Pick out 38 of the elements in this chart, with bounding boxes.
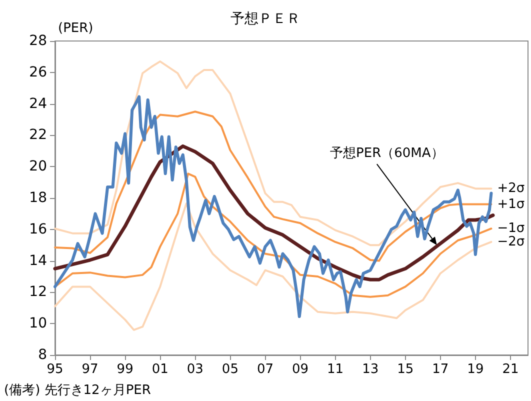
x-tick-label: 07 — [256, 362, 274, 377]
y-tick-label: 18 — [29, 190, 47, 206]
line-series — [54, 60, 492, 246]
series-label: −1σ — [497, 221, 525, 236]
series-label: +1σ — [497, 196, 525, 212]
y-tick-label: 14 — [29, 252, 48, 269]
x-tick-label: 11 — [327, 362, 344, 377]
x-tick-label: 95 — [46, 362, 64, 377]
y-tick-label: 12 — [29, 284, 47, 300]
y-tick-label: 10 — [29, 316, 47, 332]
x-tick-label: 21 — [502, 362, 519, 377]
y-tick-label: 8 — [38, 347, 47, 363]
line-series — [53, 144, 495, 282]
series-label: +2σ — [497, 181, 525, 196]
line-series — [54, 95, 493, 318]
x-tick-label: 01 — [152, 362, 168, 377]
x-tick-label: 97 — [82, 362, 98, 377]
x-tick-label: 03 — [186, 362, 204, 377]
y-tick-label: 16 — [29, 221, 48, 238]
y-tick-label: 24 — [29, 96, 48, 112]
x-tick-label: 99 — [116, 362, 134, 377]
x-tick-label: 19 — [467, 362, 484, 377]
series-label: −2σ — [497, 234, 525, 250]
x-tick-label: 17 — [432, 362, 449, 377]
line-series — [54, 110, 492, 262]
y-axis-title: (PER) — [58, 21, 94, 36]
x-tick-label: 09 — [292, 362, 309, 377]
annotation: 予想PER（60MA） — [330, 146, 444, 162]
x-tick-label: 13 — [362, 362, 379, 377]
chart-title: 予想ＰＥＲ — [230, 11, 300, 27]
text: (備考) 先行き12ヶ月PER — [4, 383, 151, 398]
y-tick-label: 26 — [29, 64, 48, 80]
line-series — [54, 202, 492, 331]
x-tick-label: 05 — [222, 362, 238, 377]
y-tick-label: 22 — [29, 127, 47, 144]
y-tick-label: 20 — [29, 158, 47, 175]
y-tick-label: 28 — [29, 33, 47, 49]
x-tick-label: 15 — [397, 362, 414, 377]
